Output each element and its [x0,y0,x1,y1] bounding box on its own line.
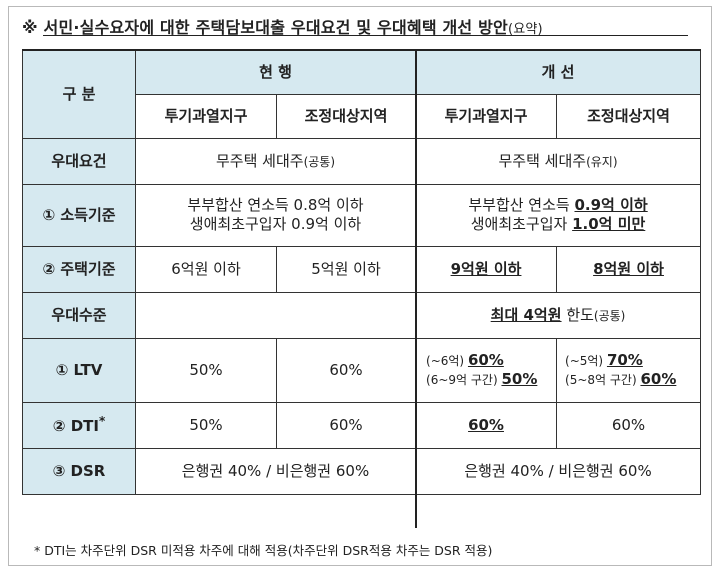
ltv-current-adjusted: 60% [275,337,417,403]
ltv-adj-value2: 60% [640,370,677,388]
row-label-dti: ② DTI* [22,401,136,449]
document-title: ※ 서민·실수요자에 대한 주택담보대출 우대요건 및 우대혜택 개선 방안(요… [22,14,543,38]
title-underline [43,35,688,36]
housing-current-adjusted: 5억원 이하 [275,245,417,293]
condition-improved-text: 무주택 세대주 [498,151,587,170]
dti-improved-speculative-value: 60% [468,415,504,434]
housing-current-speculative: 6억원 이하 [135,245,277,293]
footnote: * DTI는 차주단위 DSR 미적용 차주에 대해 적용(차주단위 DSR적용… [34,543,493,558]
dti-current-adjusted: 60% [275,401,417,449]
dsr-improved: 은행권 40% / 비은행권 60% [415,447,702,495]
row-housing: ② 주택기준 6억원 이하 5억원 이하 9억원 이하 8억원 이하 [22,245,702,293]
dti-label-text: ② DTI [52,417,99,436]
dsr-current: 은행권 40% / 비은행권 60% [134,447,417,495]
row-label-housing: ② 주택기준 [22,245,136,293]
condition-current-note: (공통) [303,154,336,169]
dti-current-speculative: 50% [135,401,277,449]
row-label-income: ① 소득기준 [22,183,136,247]
section-divider [415,49,417,528]
ltv-spec-range2: (6~9억 구간) [426,373,502,387]
ltv-adj-range2: (5~8억 구간) [565,373,641,387]
dti-label-mark: * [98,414,106,429]
ltv-spec-range1: (~6억) [426,354,468,369]
income-improved: 부부합산 연소득 0.9억 이하 생애최초구입자 1.0억 미만 [415,183,702,247]
income-current-line1: 부부합산 연소득 0.8억 이하 [187,196,364,215]
header-improved: 개 선 [415,49,702,95]
subheader-improved-speculative: 투기과열지구 [415,93,558,139]
row-dsr: ③ DSR 은행권 40% / 비은행권 60% 은행권 40% / 비은행권 … [22,447,702,495]
income-improved-line1-value: 0.9억 이하 [574,196,648,215]
row-label-level: 우대수준 [22,291,136,339]
title-suffix: (요약) [507,22,543,37]
row-ltv: ① LTV 50% 60% (~6억) 60% (6~9억 구간) 50% (~… [22,337,702,403]
table-header-row: 구 분 현 행 개 선 [22,49,702,139]
header-category: 구 분 [22,49,136,139]
row-level: 우대수준 최대 4억원 한도(공통) [22,291,702,339]
row-label-dsr: ③ DSR [22,447,136,495]
document-frame [8,6,712,566]
level-improved-note: (공통) [593,308,626,323]
ltv-improved-adjusted-line2: (5~8억 구간) 60% [565,370,700,389]
condition-current: 무주택 세대주(공통) [134,137,417,185]
condition-current-text: 무주택 세대주 [215,151,304,170]
ltv-improved-adjusted-line1: (~5억) 70% [565,351,700,370]
title-main: ※ 서민·실수요자에 대한 주택담보대출 우대요건 및 우대혜택 개선 방안 [22,18,508,37]
level-improved-value: 최대 4억원 [490,305,562,324]
ltv-spec-value2: 50% [501,370,538,388]
subheader-improved-adjusted: 조정대상지역 [556,93,702,139]
ltv-improved-adjusted: (~5억) 70% (5~8억 구간) 60% [556,337,702,403]
housing-improved-adjusted: 8억원 이하 [556,245,702,293]
ltv-adj-value1: 70% [606,351,643,370]
row-condition: 우대요건 무주택 세대주(공통) 무주택 세대주(유지) [22,137,702,185]
income-improved-line1-text: 부부합산 연소득 [468,196,575,215]
row-label-condition: 우대요건 [22,137,136,185]
header-current: 현 행 [134,49,417,95]
ltv-improved-speculative: (~6억) 60% (6~9억 구간) 50% [415,337,558,403]
ltv-improved-speculative-line1: (~6억) 60% [426,351,556,370]
table-subheader-row: 투기과열지구 조정대상지역 투기과열지구 조정대상지역 [23,93,702,139]
ltv-spec-value1: 60% [467,351,504,370]
subheader-current-speculative: 투기과열지구 [135,93,277,139]
subheader-current-adjusted: 조정대상지역 [275,93,417,139]
ltv-improved-speculative-line2: (6~9억 구간) 50% [426,370,556,389]
condition-improved: 무주택 세대주(유지) [415,137,702,185]
housing-improved-adjusted-value: 8억원 이하 [593,259,664,278]
row-dti: ② DTI* 50% 60% 60% 60% [22,401,702,449]
dti-improved-adjusted: 60% [556,401,702,449]
row-label-ltv: ① LTV [22,337,136,403]
row-income: ① 소득기준 부부합산 연소득 0.8억 이하 생애최초구입자 0.9억 이하 … [22,183,702,247]
income-improved-line2: 생애최초구입자 1.0억 미만 [416,215,700,234]
condition-improved-note: (유지) [586,154,618,169]
income-current-line2: 생애최초구입자 0.9억 이하 [189,215,362,233]
income-improved-line2-value: 1.0억 미만 [572,215,646,233]
dti-improved-speculative: 60% [415,401,558,449]
ltv-current-speculative: 50% [135,337,277,403]
income-improved-line1: 부부합산 연소득 0.9억 이하 [416,196,700,215]
level-current [134,291,417,339]
income-current: 부부합산 연소득 0.8억 이하 생애최초구입자 0.9억 이하 [134,183,417,247]
income-improved-line2-text: 생애최초구입자 [470,215,573,233]
level-improved: 최대 4억원 한도(공통) [415,291,702,339]
ltv-adj-range1: (~5억) [565,354,607,369]
housing-improved-speculative-value: 9억원 이하 [450,259,522,278]
level-improved-text: 한도 [561,305,594,324]
comparison-table: 구 분 현 행 개 선 투기과열지구 조정대상지역 투기과열지구 조정대상지역 … [22,49,702,495]
housing-improved-speculative: 9억원 이하 [415,245,558,293]
